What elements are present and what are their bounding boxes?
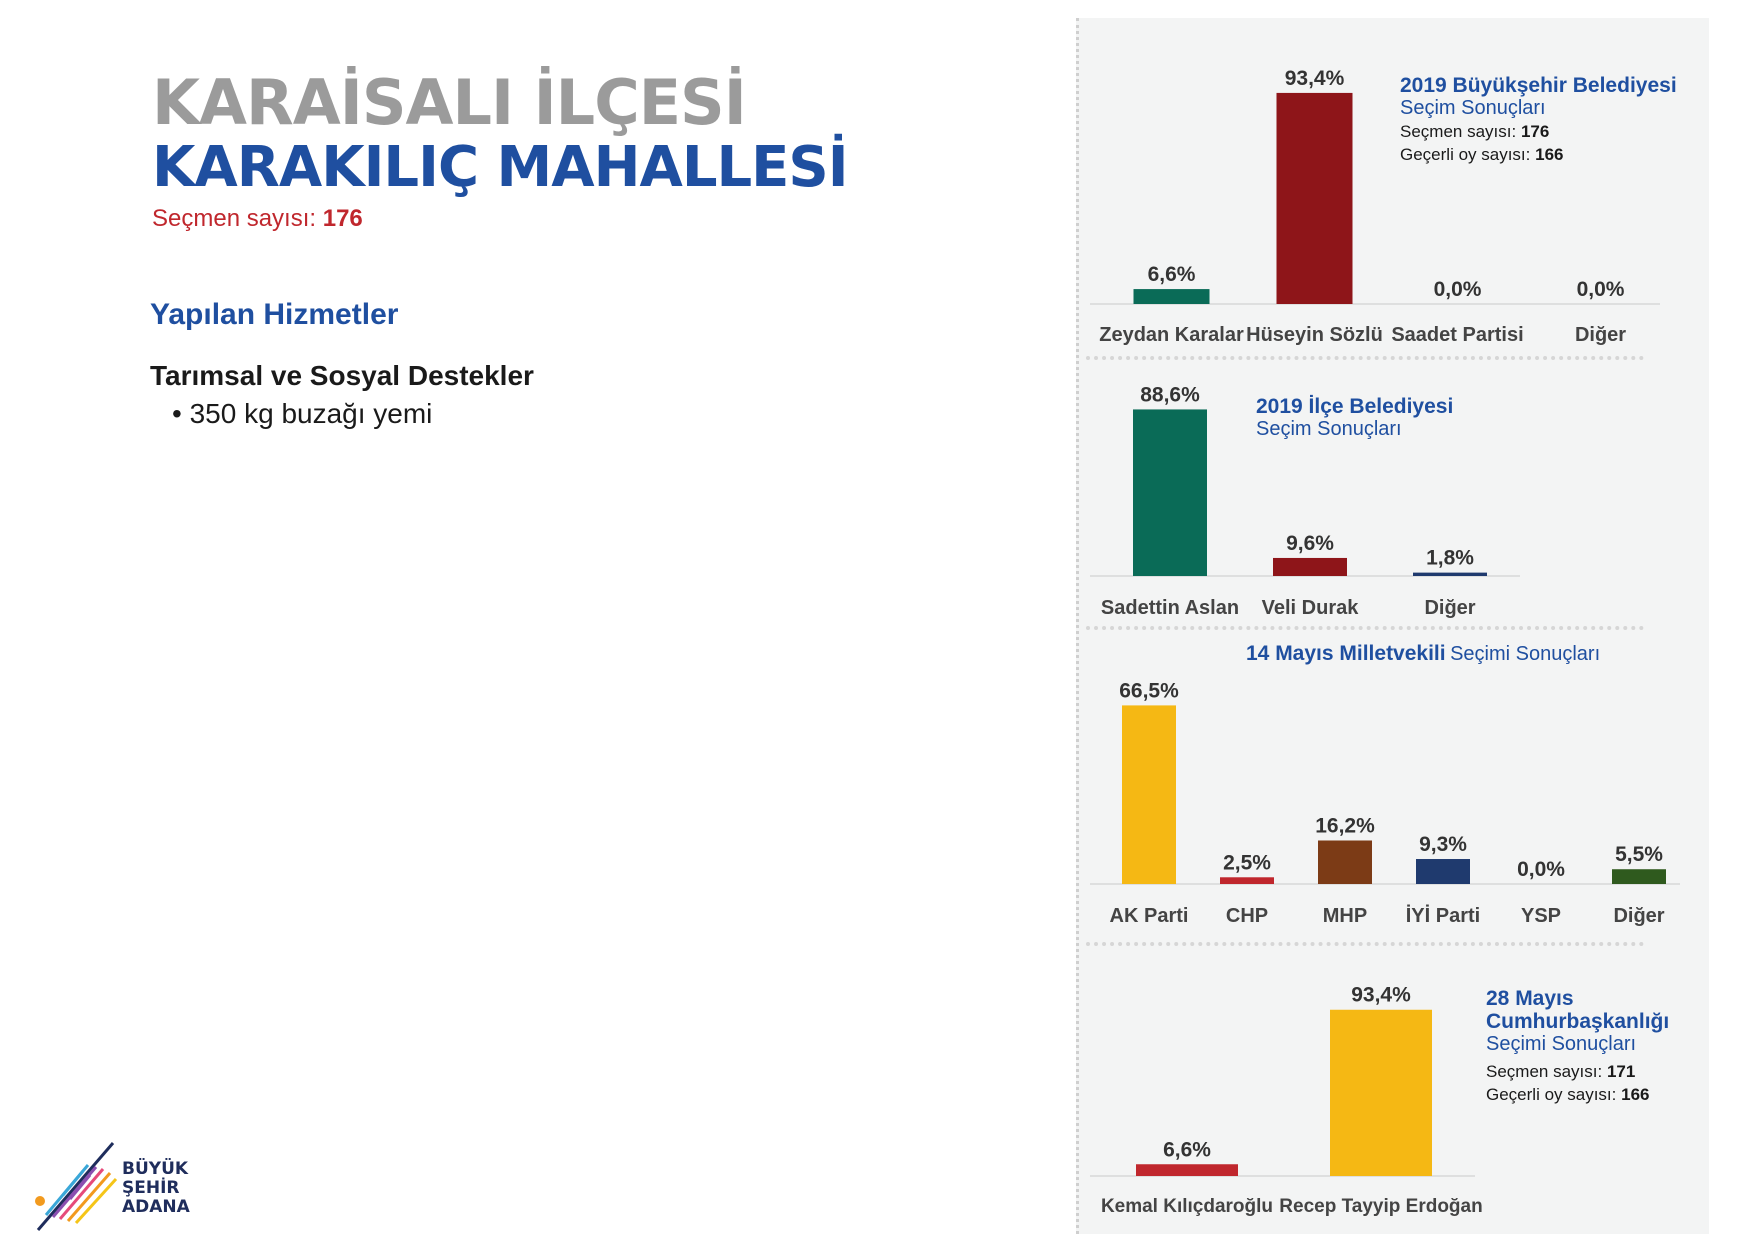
category-label: Saadet Partisi [1391, 324, 1523, 346]
category-label: Diğer [1613, 905, 1664, 927]
category-label: YSP [1521, 905, 1561, 927]
chart-28-mayis-header: 28 Mayıs Cumhurbaşkanlığı Seçimi Sonuçla… [1486, 987, 1669, 1106]
voter-count-value: 176 [322, 205, 363, 232]
bar [1416, 859, 1470, 884]
data-label: 88,6% [1140, 383, 1200, 406]
bar [1273, 557, 1347, 576]
neighborhood-title: KARAKILIÇ MAHALLESİ [152, 135, 849, 200]
data-label: 93,4% [1351, 984, 1411, 1007]
voter-label: Seçmen sayısı: [1486, 1062, 1603, 1081]
data-label: 6,6% [1148, 263, 1196, 286]
voter-count-label: Seçmen sayısı: [152, 205, 317, 232]
data-label: 0,0% [1434, 278, 1482, 301]
chart-valid-votes: Geçerli oy sayısı: 166 [1400, 143, 1677, 166]
bar [1220, 877, 1274, 884]
bar [1318, 840, 1372, 884]
data-label: 93,4% [1285, 67, 1345, 90]
logo-wordmark: BÜYÜK ŞEHİR ADANA [122, 1160, 190, 1217]
data-label: 2,5% [1223, 851, 1271, 874]
chart-title-line-1: 28 Mayıs [1486, 987, 1574, 1010]
chart-28-mayis: 6,6% Kemal Kılıçdaroğlu 93,4% Recep Tayyip … [1090, 984, 1483, 1217]
chart-subtitle: Seçimi Sonuçları [1450, 643, 1601, 665]
valid-label: Geçerli oy sayısı: [1486, 1085, 1617, 1104]
category-label: İYİ Parti [1406, 904, 1480, 927]
bar [1413, 572, 1487, 576]
services-heading: Yapılan Hizmetler [150, 298, 399, 331]
chart-voter-count: Seçmen sayısı: 176 [1400, 120, 1677, 143]
voter-label: Seçmen sayısı: [1400, 122, 1517, 141]
chart-2019-ilce: 88,6% Sadettin Aslan 9,6% Veli Durak 1,8% Diğ… [1090, 383, 1520, 619]
data-label: 16,2% [1315, 814, 1375, 837]
valid-value: 166 [1621, 1085, 1650, 1104]
data-label: 9,3% [1419, 833, 1467, 856]
category-label: Recep Tayyip Erdoğan [1279, 1196, 1482, 1217]
bar [1276, 92, 1353, 304]
buyuksehir-adana-logo-icon [35, 1142, 118, 1231]
chart-title: 14 Mayıs Milletvekili [1246, 642, 1446, 665]
valid-value: 166 [1535, 145, 1564, 164]
logo-word-3: ADANA [122, 1197, 190, 1217]
services-category: Tarımsal ve Sosyal Destekler [150, 360, 534, 391]
chart-2019-buyuksehir: 6,6% Zeydan Karalar 93,4% Hüseyin Sözlü 0,0%… [1090, 67, 1660, 346]
service-list-item: • 350 kg buzağı yemi [172, 398, 433, 429]
data-label: 9,6% [1286, 532, 1334, 555]
data-label: 5,5% [1615, 843, 1663, 866]
section-divider [1086, 942, 1644, 946]
section-divider [1086, 356, 1644, 360]
category-label: Zeydan Karalar [1099, 324, 1244, 346]
voter-count: Seçmen sayısı: 176 [152, 205, 363, 233]
chart-14-mayis-header: 14 Mayıs Milletvekili Seçimi Sonuçları [1246, 642, 1600, 666]
data-label: 1,8% [1426, 547, 1474, 570]
district-title: KARAİSALI İLÇESİ [152, 66, 747, 139]
chart-14-mayis: 66,5% AK Parti 2,5% CHP 16,2% MHP 9,3% İYİ Part… [1090, 679, 1680, 927]
chart-subtitle: Seçim Sonuçları [1400, 97, 1546, 119]
category-label: CHP [1226, 905, 1268, 927]
bar [1330, 1009, 1432, 1176]
service-item-text: 350 kg buzağı yemi [189, 398, 433, 429]
logo-word-1: BÜYÜK [122, 1159, 189, 1179]
chart-subtitle: Seçimi Sonuçları [1486, 1033, 1637, 1055]
voter-value: 176 [1520, 122, 1550, 141]
category-label: Kemal Kılıçdaroğlu [1101, 1196, 1273, 1217]
chart-2019-buyuksehir-header: 2019 Büyükşehir Belediyesi Seçim Sonuçla… [1400, 74, 1677, 166]
bar [1136, 1164, 1238, 1176]
chart-valid-votes: Geçerli oy sayısı: 166 [1486, 1083, 1669, 1106]
chart-2019-ilce-header: 2019 İlçe Belediyesi Seçim Sonuçları [1256, 395, 1453, 441]
valid-label: Geçerli oy sayısı: [1400, 145, 1531, 164]
category-label: Sadettin Aslan [1101, 597, 1239, 619]
chart-title-line-2: Cumhurbaşkanlığı [1486, 1010, 1670, 1033]
chart-title: 2019 İlçe Belediyesi [1256, 395, 1454, 418]
category-label: Diğer [1424, 597, 1475, 619]
bar [1133, 289, 1210, 304]
left-column: KARAİSALI İLÇESİ KARAKILIÇ MAHALLESİ Seç… [35, 66, 849, 1231]
data-label: 0,0% [1517, 858, 1565, 881]
logo-word-2: ŞEHİR [122, 1178, 180, 1198]
data-label: 0,0% [1577, 278, 1625, 301]
category-label: AK Parti [1110, 905, 1189, 927]
category-label: MHP [1323, 905, 1367, 927]
voter-value: 171 [1606, 1062, 1636, 1081]
bar [1122, 705, 1176, 884]
category-label: Hüseyin Sözlü [1246, 324, 1383, 346]
category-label: Veli Durak [1262, 597, 1360, 619]
chart-title: 2019 Büyükşehir Belediyesi [1400, 74, 1677, 97]
data-label: 66,5% [1119, 679, 1179, 702]
section-divider [1086, 626, 1644, 630]
chart-subtitle: Seçim Sonuçları [1256, 418, 1402, 440]
bar [1612, 869, 1666, 884]
data-label: 6,6% [1163, 1138, 1211, 1161]
bar [1133, 409, 1207, 576]
chart-voter-count: Seçmen sayısı: 171 [1486, 1060, 1669, 1083]
category-label: Diğer [1575, 324, 1626, 346]
